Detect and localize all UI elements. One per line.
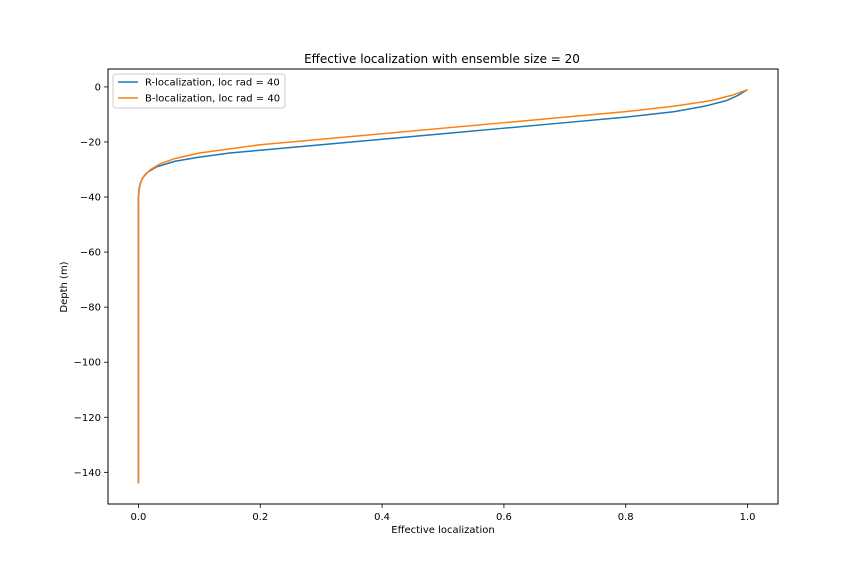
- y-tick-label: −60: [80, 248, 101, 259]
- y-tick-label: −100: [74, 358, 101, 369]
- legend-label-b-localization: B-localization, loc rad = 40: [145, 94, 280, 105]
- x-tick-label: 1.0: [740, 512, 756, 523]
- y-tick-label: −80: [80, 303, 101, 314]
- y-tick-label: −40: [80, 193, 101, 204]
- legend: R-localization, loc rad = 40 B-localizat…: [112, 73, 286, 109]
- x-tick-label: 0.4: [374, 512, 390, 523]
- x-axis-label: Effective localization: [391, 525, 494, 536]
- y-tick-label: −140: [74, 468, 101, 479]
- x-tick-label: 0.8: [618, 512, 634, 523]
- series-layer: [137, 88, 748, 484]
- plot-area-frame: [107, 68, 779, 505]
- legend-label-r-localization: R-localization, loc rad = 40: [145, 78, 280, 89]
- y-axis-ticks: 0 −20 −40 −60 −80 −100 −120 −140: [74, 82, 108, 479]
- y-axis-label: Depth (m): [59, 261, 70, 312]
- x-axis-ticks: 0.0 0.2 0.4 0.6 0.8 1.0: [131, 504, 756, 523]
- legend-frame: [112, 73, 286, 109]
- chart-title: Effective localization with ensemble siz…: [304, 52, 580, 66]
- y-tick-label: −20: [80, 137, 101, 148]
- x-tick-label: 0.0: [131, 512, 147, 523]
- y-tick-label: −120: [74, 413, 101, 424]
- series-line-b-localization: [137, 88, 748, 484]
- y-tick-label: 0: [95, 82, 101, 93]
- x-tick-label: 0.2: [252, 512, 268, 523]
- x-tick-label: 0.6: [496, 512, 512, 523]
